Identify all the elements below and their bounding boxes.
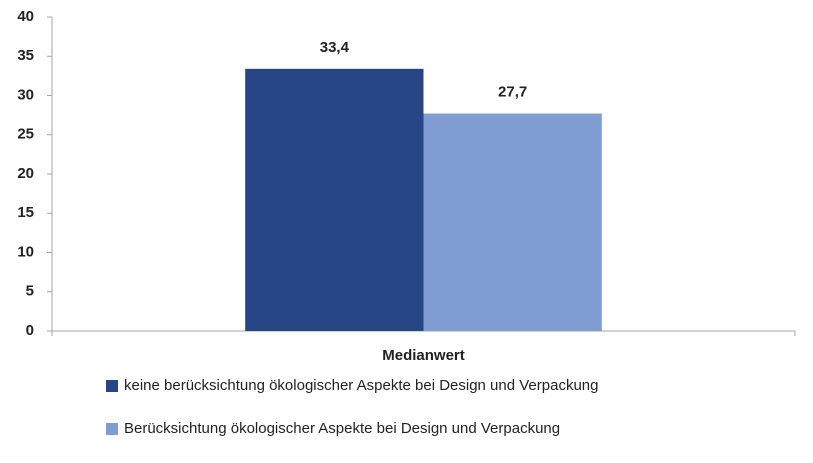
y-tick-label: 30 xyxy=(17,86,34,103)
legend-swatch xyxy=(106,423,118,435)
y-tick-label: 10 xyxy=(17,243,34,260)
bar xyxy=(245,68,424,331)
value-label: 33,4 xyxy=(320,39,350,56)
y-tick-label: 0 xyxy=(26,322,34,339)
y-tick-label: 15 xyxy=(17,204,34,221)
value-label: 27,7 xyxy=(498,84,527,101)
legend-swatch xyxy=(106,380,118,392)
y-tick-label: 35 xyxy=(17,47,34,64)
legend-label: keine berücksichtung ökologischer Aspekt… xyxy=(124,377,598,394)
bar xyxy=(423,113,602,332)
y-tick-label: 20 xyxy=(17,165,34,182)
legend-label: Berücksichtung ökologischer Aspekte bei … xyxy=(124,420,560,437)
y-tick-label: 40 xyxy=(17,8,34,25)
y-tick-label: 5 xyxy=(26,283,34,300)
y-tick-label: 25 xyxy=(17,126,34,143)
x-tick-label: Medianwert xyxy=(382,347,465,364)
